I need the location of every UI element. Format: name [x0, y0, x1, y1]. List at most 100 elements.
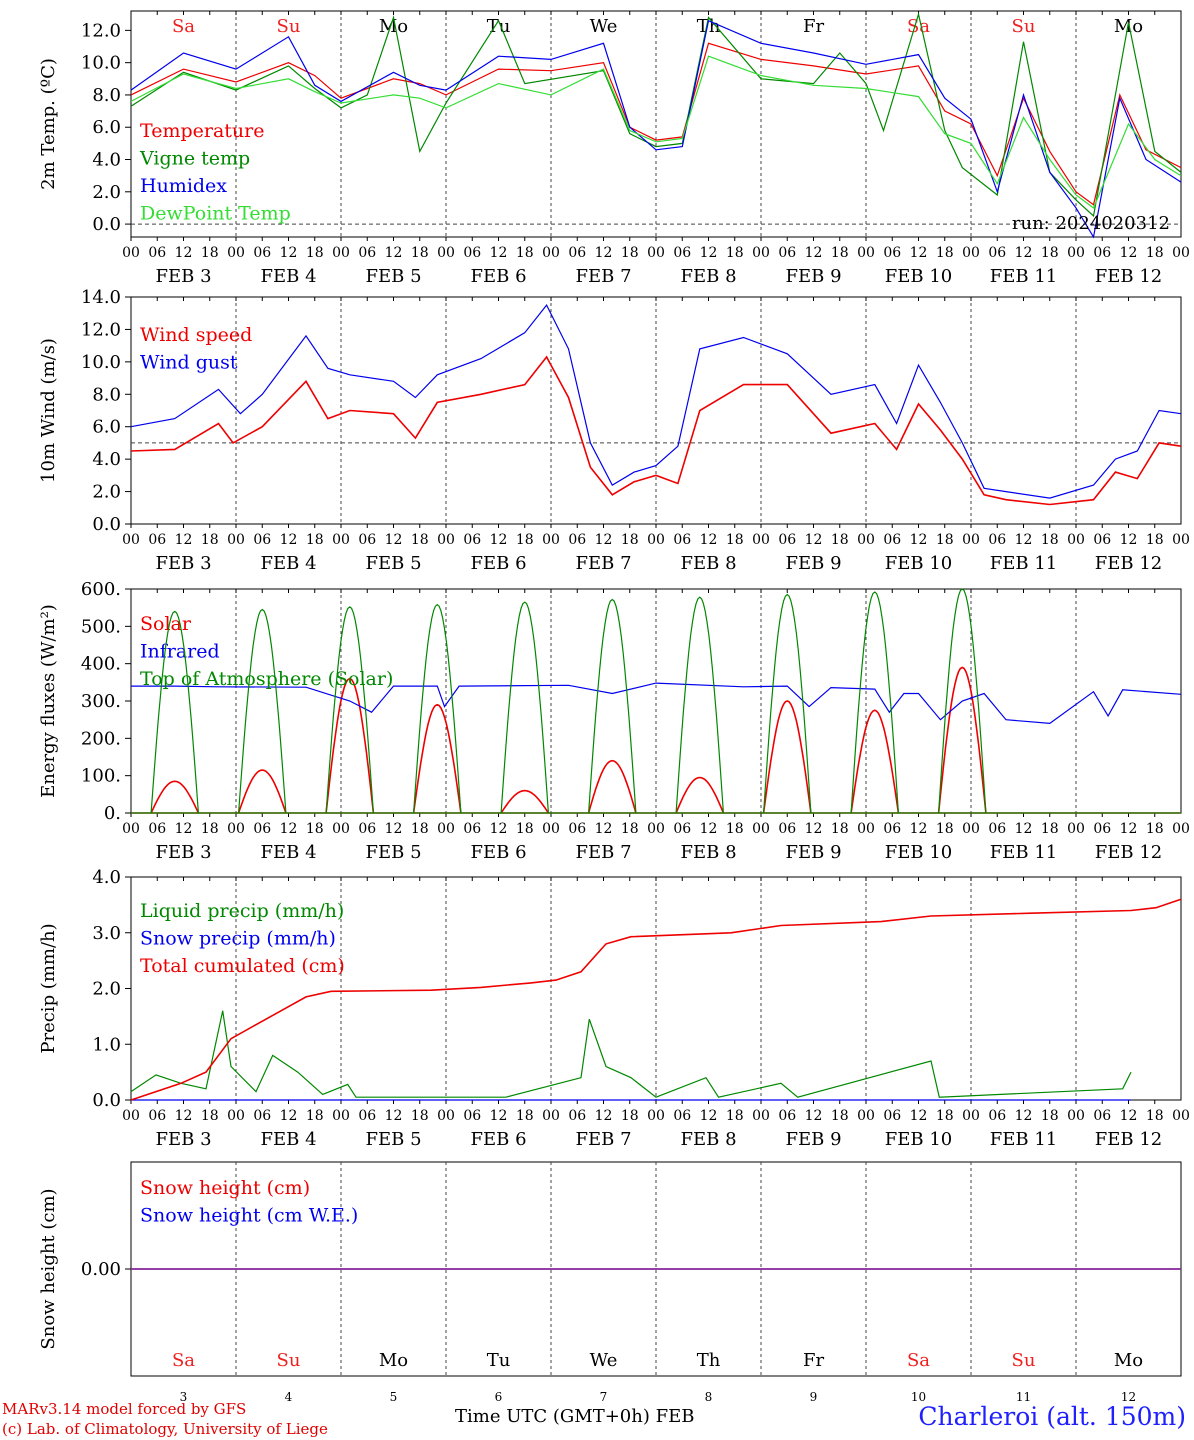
x-tick-label: 06: [253, 821, 271, 837]
y-tick-label: 10.0: [81, 352, 121, 373]
x-tick-label: 00: [752, 245, 770, 261]
weekday-label: Su: [1012, 16, 1036, 37]
x-tick-label: 00: [752, 532, 770, 548]
x-tick-label: 18: [411, 245, 429, 261]
y-tick-label: 6.0: [92, 117, 121, 138]
day-label: FEB 11: [990, 553, 1057, 574]
day-label: FEB 9: [785, 266, 841, 287]
day-label: FEB 12: [1095, 842, 1162, 863]
y-tick-label: 6.0: [92, 417, 121, 438]
y-tick-label: 3.0: [92, 923, 121, 944]
x-tick-label: 18: [201, 1108, 219, 1124]
day-label: FEB 11: [990, 266, 1057, 287]
weekday-label: We: [590, 1350, 618, 1371]
x-tick-label: 06: [463, 245, 481, 261]
weekday-label: Su: [277, 16, 301, 37]
day-label: FEB 7: [575, 266, 631, 287]
x-tick-label: 12: [595, 821, 613, 837]
x-tick-label: 00: [752, 821, 770, 837]
y-tick-label: 0.00: [81, 1259, 121, 1280]
x-tick-label: 06: [988, 1108, 1006, 1124]
day-number: 7: [600, 1390, 608, 1404]
legend-entry: Wind gust: [140, 352, 238, 374]
weekday-label: Sa: [172, 1350, 195, 1371]
day-label: FEB 6: [470, 553, 526, 574]
x-tick-label: 00: [122, 1108, 140, 1124]
legend-entry: Vigne temp: [139, 148, 250, 170]
x-tick-label: 06: [988, 245, 1006, 261]
x-tick-label: 18: [201, 821, 219, 837]
day-number: 11: [1016, 1390, 1031, 1404]
x-tick-label: 12: [595, 532, 613, 548]
x-tick-label: 00: [1172, 245, 1190, 261]
day-label: FEB 3: [155, 553, 211, 574]
series-line: [130, 19, 1182, 239]
x-tick-label: 12: [805, 245, 823, 261]
x-tick-label: 12: [805, 532, 823, 548]
x-tick-label: 06: [778, 532, 796, 548]
x-tick-label: 12: [910, 245, 928, 261]
y-tick-label: 500.: [81, 616, 121, 637]
y-tick-label: 14.0: [81, 287, 121, 308]
x-tick-label: 18: [1041, 1108, 1059, 1124]
day-label: FEB 9: [785, 553, 841, 574]
day-label: FEB 9: [785, 842, 841, 863]
x-tick-label: 18: [201, 532, 219, 548]
x-tick-label: 00: [122, 821, 140, 837]
x-tick-label: 06: [673, 245, 691, 261]
weekday-label: Tu: [487, 16, 511, 37]
weekday-label: Sa: [907, 16, 930, 37]
x-tick-label: 18: [516, 245, 534, 261]
panel-4: 0.0 1.0 2.0 3.0 4.0 Precip (mm/h) 00 06 12 18 FEB …: [38, 867, 1190, 1150]
x-tick-label: 12: [280, 245, 298, 261]
y-tick-label: 0.0: [92, 214, 121, 235]
time-axis-label: Time UTC (GMT+0h) FEB: [455, 1406, 695, 1427]
day-label: FEB 11: [990, 842, 1057, 863]
x-tick-label: 06: [673, 1108, 691, 1124]
x-tick-label: 00: [332, 1108, 350, 1124]
x-tick-label: 06: [253, 1108, 271, 1124]
x-tick-label: 12: [385, 532, 403, 548]
x-tick-label: 18: [831, 821, 849, 837]
weekday-label: Mo: [1114, 1350, 1143, 1371]
series-line: [131, 666, 1181, 814]
day-number: 9: [810, 1390, 818, 1404]
day-label: FEB 8: [680, 553, 736, 574]
y-axis-label: Precip (mm/h): [38, 923, 59, 1053]
x-tick-label: 18: [411, 1108, 429, 1124]
x-tick-label: 18: [726, 1108, 744, 1124]
x-tick-label: 06: [148, 821, 166, 837]
x-tick-label: 06: [148, 532, 166, 548]
y-tick-label: 4.0: [92, 867, 121, 888]
x-tick-label: 00: [227, 1108, 245, 1124]
y-axis-label: 10m Wind (m/s): [38, 338, 59, 483]
x-tick-label: 18: [516, 1108, 534, 1124]
x-tick-label: 06: [568, 532, 586, 548]
day-label: FEB 3: [155, 842, 211, 863]
y-tick-label: 100.: [81, 766, 121, 787]
x-tick-label: 12: [1120, 245, 1138, 261]
y-tick-label: 600.: [81, 579, 121, 600]
day-label: FEB 5: [365, 553, 421, 574]
day-label: FEB 4: [260, 842, 316, 863]
weekday-label: Fr: [803, 16, 824, 37]
x-tick-label: 12: [280, 532, 298, 548]
x-tick-label: 00: [122, 245, 140, 261]
legend-entry: Total cumulated (cm): [140, 955, 345, 977]
x-tick-label: 12: [1120, 821, 1138, 837]
y-axis-label: Energy fluxes (W/m²): [38, 604, 59, 798]
y-tick-label: 12.0: [81, 20, 121, 41]
x-tick-label: 12: [490, 245, 508, 261]
weekday-label: Sa: [907, 1350, 930, 1371]
day-label: FEB 5: [365, 266, 421, 287]
series-line: [130, 303, 1182, 499]
legend-entry: Temperature: [140, 120, 264, 142]
x-tick-label: 18: [621, 1108, 639, 1124]
x-tick-label: 18: [621, 245, 639, 261]
x-tick-label: 12: [700, 821, 718, 837]
x-tick-label: 00: [857, 1108, 875, 1124]
x-tick-label: 06: [883, 245, 901, 261]
x-tick-label: 12: [175, 1108, 193, 1124]
x-tick-label: 12: [175, 821, 193, 837]
x-tick-label: 12: [700, 245, 718, 261]
